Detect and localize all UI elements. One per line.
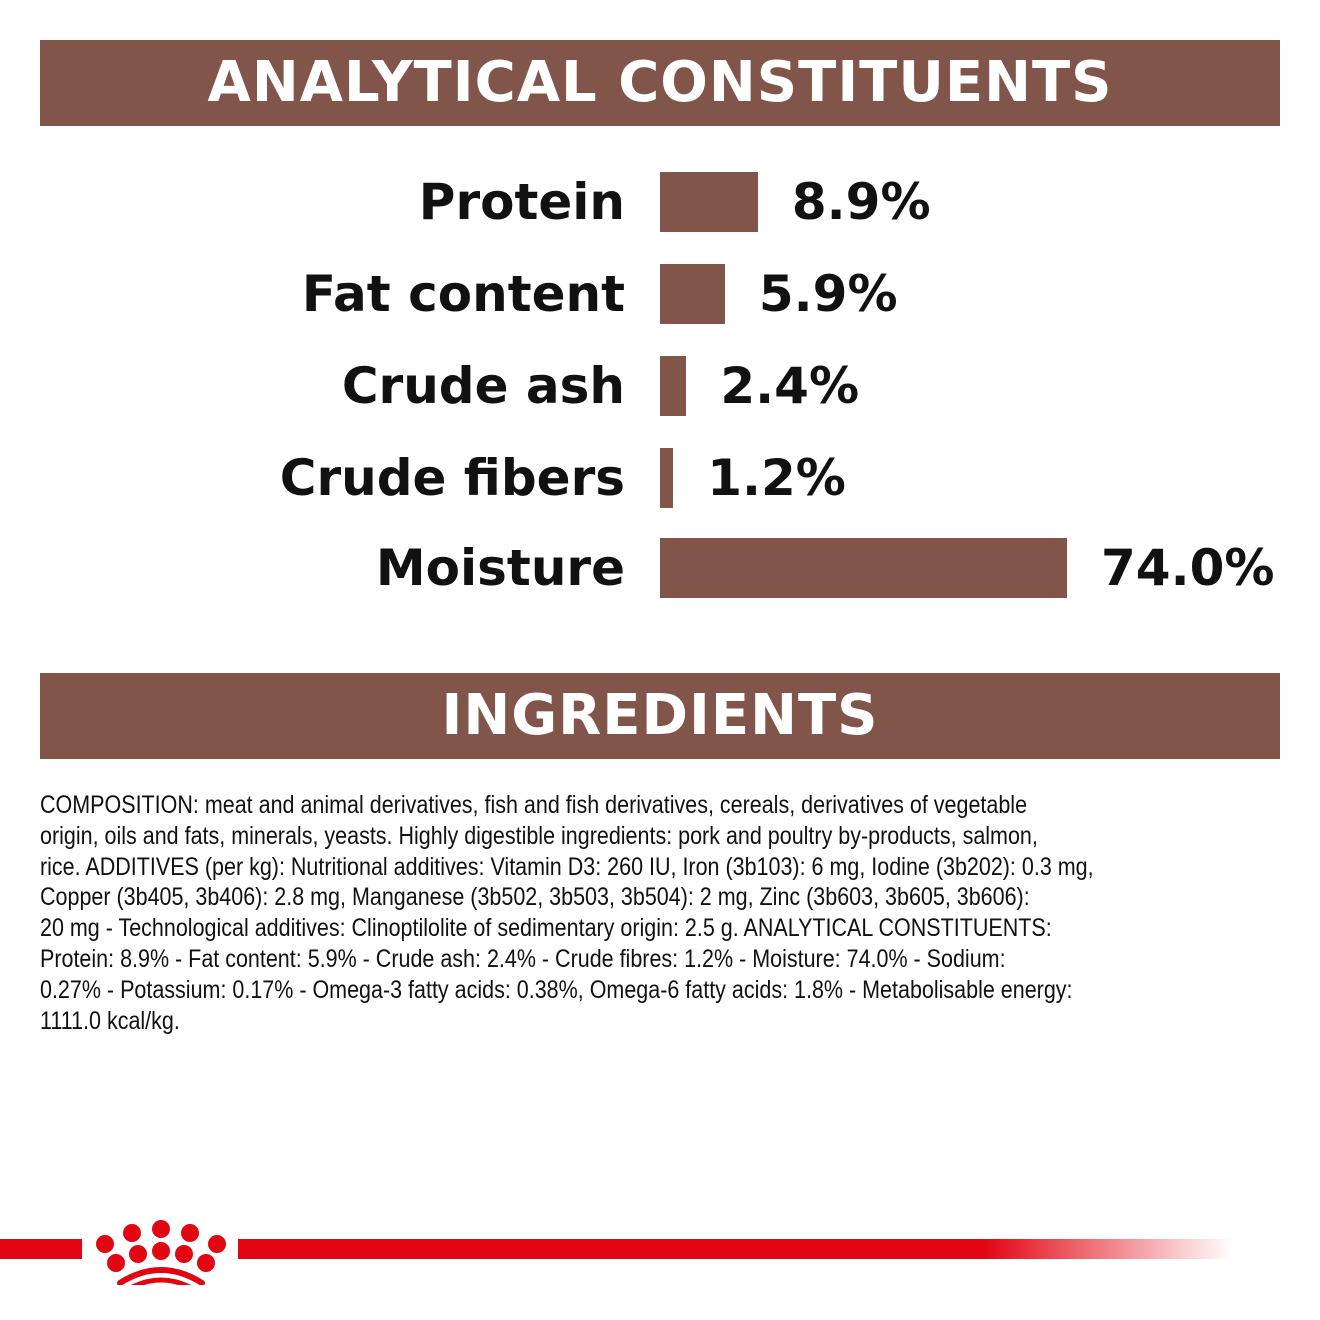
ingredients-line: Copper (3b405, 3b406): 2.8 mg, Manganese…: [40, 883, 1030, 912]
bar-label: Crude fibers: [279, 449, 625, 507]
ingredients-line: Protein: 8.9% - Fat content: 5.9% - Crud…: [40, 944, 1006, 973]
bar-value-label: 74.0%: [1101, 539, 1275, 597]
bar-value-label: 1.2%: [707, 449, 846, 507]
ingredients-line: COMPOSITION: meat and animal derivatives…: [40, 791, 1028, 819]
bar-value-label: 5.9%: [758, 265, 898, 323]
ingredients-line: 20 mg - Technological additives: Clinopt…: [40, 914, 1052, 943]
bar: [660, 356, 687, 416]
bar-row: Protein 8.9%: [0, 172, 1320, 232]
bar-label: Protein: [418, 173, 625, 231]
ingredients-line: 1111.0 kcal/kg.: [40, 1006, 180, 1035]
constituents-bar-chart: Protein 8.9% Fat content 5.9% Crude ash 2.4% C…: [0, 150, 1320, 630]
bar-label: Fat content: [301, 265, 625, 323]
bar-row: Fat content 5.9%: [0, 264, 1320, 324]
bar: [660, 538, 1067, 598]
ingredients-line: rice. ADDITIVES (per kg): Nutritional ad…: [40, 852, 1094, 881]
bar-row: Moisture 74.0%: [0, 538, 1320, 598]
bar-row: Crude ash 2.4%: [0, 356, 1320, 416]
brand-line-left: [0, 1239, 82, 1259]
bar-label: Moisture: [375, 539, 625, 597]
bar: [660, 448, 674, 508]
ingredients-line: origin, oils and fats, minerals, yeasts.…: [40, 821, 1038, 850]
ingredients-text: COMPOSITION: meat and animal derivatives…: [40, 790, 1280, 1036]
crown-logo: [96, 1220, 226, 1285]
ingredients-banner: INGREDIENTS: [40, 673, 1280, 759]
bar: [660, 172, 758, 232]
bar-row: Crude fibers 1.2%: [0, 448, 1320, 508]
analytical-constituents-banner: ANALYTICAL CONSTITUENTS: [40, 40, 1280, 126]
bar-label: Crude ash: [341, 357, 625, 415]
bar: [660, 264, 725, 324]
brand-line-right: [238, 1239, 1233, 1259]
bar-value-label: 2.4%: [720, 357, 860, 415]
bar-value-label: 8.9%: [791, 173, 931, 231]
ingredients-line: 0.27% - Potassium: 0.17% - Omega-3 fatty…: [40, 975, 1073, 1004]
